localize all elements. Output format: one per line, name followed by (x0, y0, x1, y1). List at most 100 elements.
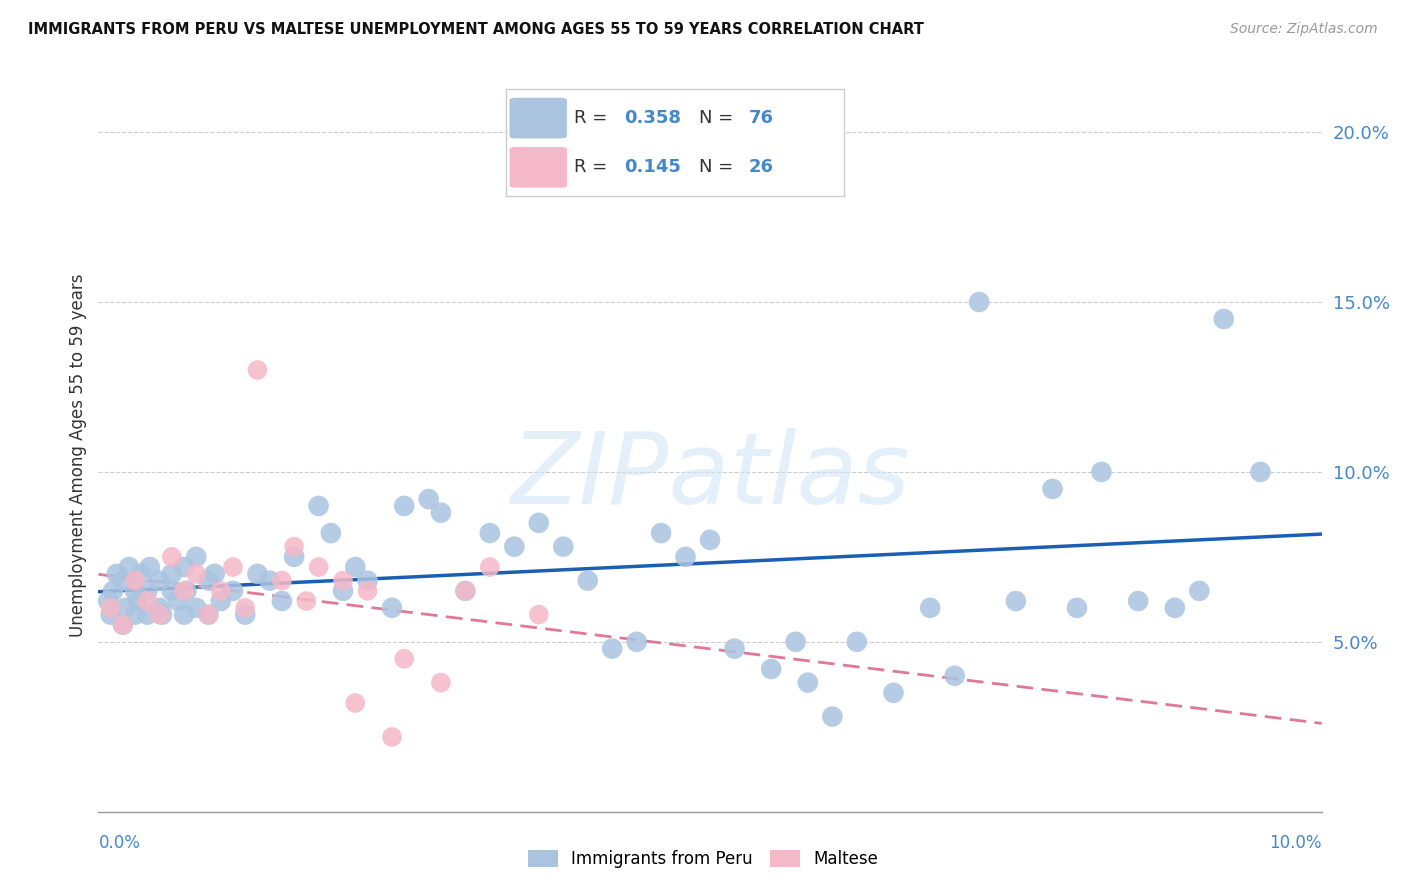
Point (150, 607, 173, 622)
Point (283, 540, 305, 554)
Point (332, 583, 354, 598)
Point (381, 600, 404, 615)
Point (124, 583, 146, 598)
Point (149, 607, 172, 622)
Point (356, 583, 378, 598)
Point (270, 574, 292, 588)
Point (821, 709, 844, 723)
Point (222, 583, 245, 598)
FancyBboxPatch shape (509, 98, 567, 138)
Point (295, 594, 318, 608)
Point (392, 652, 416, 666)
Point (124, 607, 146, 622)
Point (270, 594, 292, 608)
Point (1066, 600, 1088, 615)
Point (197, 607, 219, 622)
Point (392, 499, 416, 513)
Point (127, 594, 149, 608)
Point (197, 574, 219, 588)
Point (139, 560, 162, 574)
Point (1004, 594, 1026, 608)
Point (920, 600, 942, 615)
Point (160, 549, 183, 564)
Point (785, 635, 807, 649)
Point (101, 583, 124, 598)
Point (699, 533, 721, 547)
Point (97, 594, 120, 608)
Point (503, 540, 526, 554)
Point (308, 560, 330, 574)
Point (332, 574, 354, 588)
Point (478, 526, 501, 541)
Point (344, 696, 367, 710)
Y-axis label: Unemployment Among Ages 55 to 59 years: Unemployment Among Ages 55 to 59 years (69, 273, 87, 637)
Point (356, 574, 378, 588)
Point (160, 583, 183, 598)
Point (222, 560, 245, 574)
Point (418, 492, 440, 507)
Point (136, 607, 159, 622)
Point (319, 526, 342, 541)
Point (100, 600, 122, 615)
Point (204, 566, 226, 581)
Point (136, 583, 159, 598)
Point (197, 607, 219, 622)
Point (1249, 465, 1271, 479)
Text: 0.0%: 0.0% (98, 834, 141, 852)
Point (259, 574, 281, 588)
Point (943, 669, 966, 683)
Point (209, 583, 232, 598)
Point (149, 600, 172, 615)
Point (576, 574, 599, 588)
Text: ZIPatlas: ZIPatlas (510, 428, 910, 524)
Text: IMMIGRANTS FROM PERU VS MALTESE UNEMPLOYMENT AMONG AGES 55 TO 59 YEARS CORRELATI: IMMIGRANTS FROM PERU VS MALTESE UNEMPLOY… (28, 22, 924, 37)
Legend: Immigrants from Peru, Maltese: Immigrants from Peru, Maltese (522, 843, 884, 875)
Text: R =: R = (574, 109, 613, 127)
Point (845, 635, 868, 649)
Point (111, 617, 134, 632)
Point (246, 363, 269, 377)
Text: 0.358: 0.358 (624, 109, 682, 127)
Point (1042, 482, 1064, 496)
Point (600, 641, 623, 656)
Point (553, 540, 575, 554)
Point (1128, 594, 1150, 608)
Point (105, 566, 128, 581)
Point (186, 549, 208, 564)
Point (114, 600, 136, 615)
Point (478, 560, 501, 574)
Point (1164, 600, 1187, 615)
Point (797, 675, 820, 690)
Text: N =: N = (699, 158, 738, 176)
Text: Source: ZipAtlas.com: Source: ZipAtlas.com (1230, 22, 1378, 37)
Point (1212, 312, 1234, 326)
Point (1090, 465, 1112, 479)
Point (176, 583, 198, 598)
Point (759, 662, 782, 676)
Point (626, 635, 648, 649)
Point (527, 607, 550, 622)
Point (186, 600, 208, 615)
Point (381, 730, 404, 744)
Text: 10.0%: 10.0% (1270, 834, 1322, 852)
Point (173, 583, 195, 598)
Point (233, 600, 256, 615)
Point (454, 583, 477, 598)
Point (723, 641, 745, 656)
Point (430, 506, 453, 520)
Point (160, 566, 183, 581)
Point (233, 607, 256, 622)
Point (344, 560, 367, 574)
Text: N =: N = (699, 109, 738, 127)
Text: 26: 26 (749, 158, 775, 176)
Point (967, 295, 990, 310)
Point (167, 594, 190, 608)
Point (100, 607, 122, 622)
Text: 76: 76 (749, 109, 775, 127)
Point (124, 574, 146, 588)
Point (650, 526, 672, 541)
Point (246, 566, 269, 581)
Point (111, 574, 134, 588)
Point (136, 594, 159, 608)
Point (118, 560, 141, 574)
